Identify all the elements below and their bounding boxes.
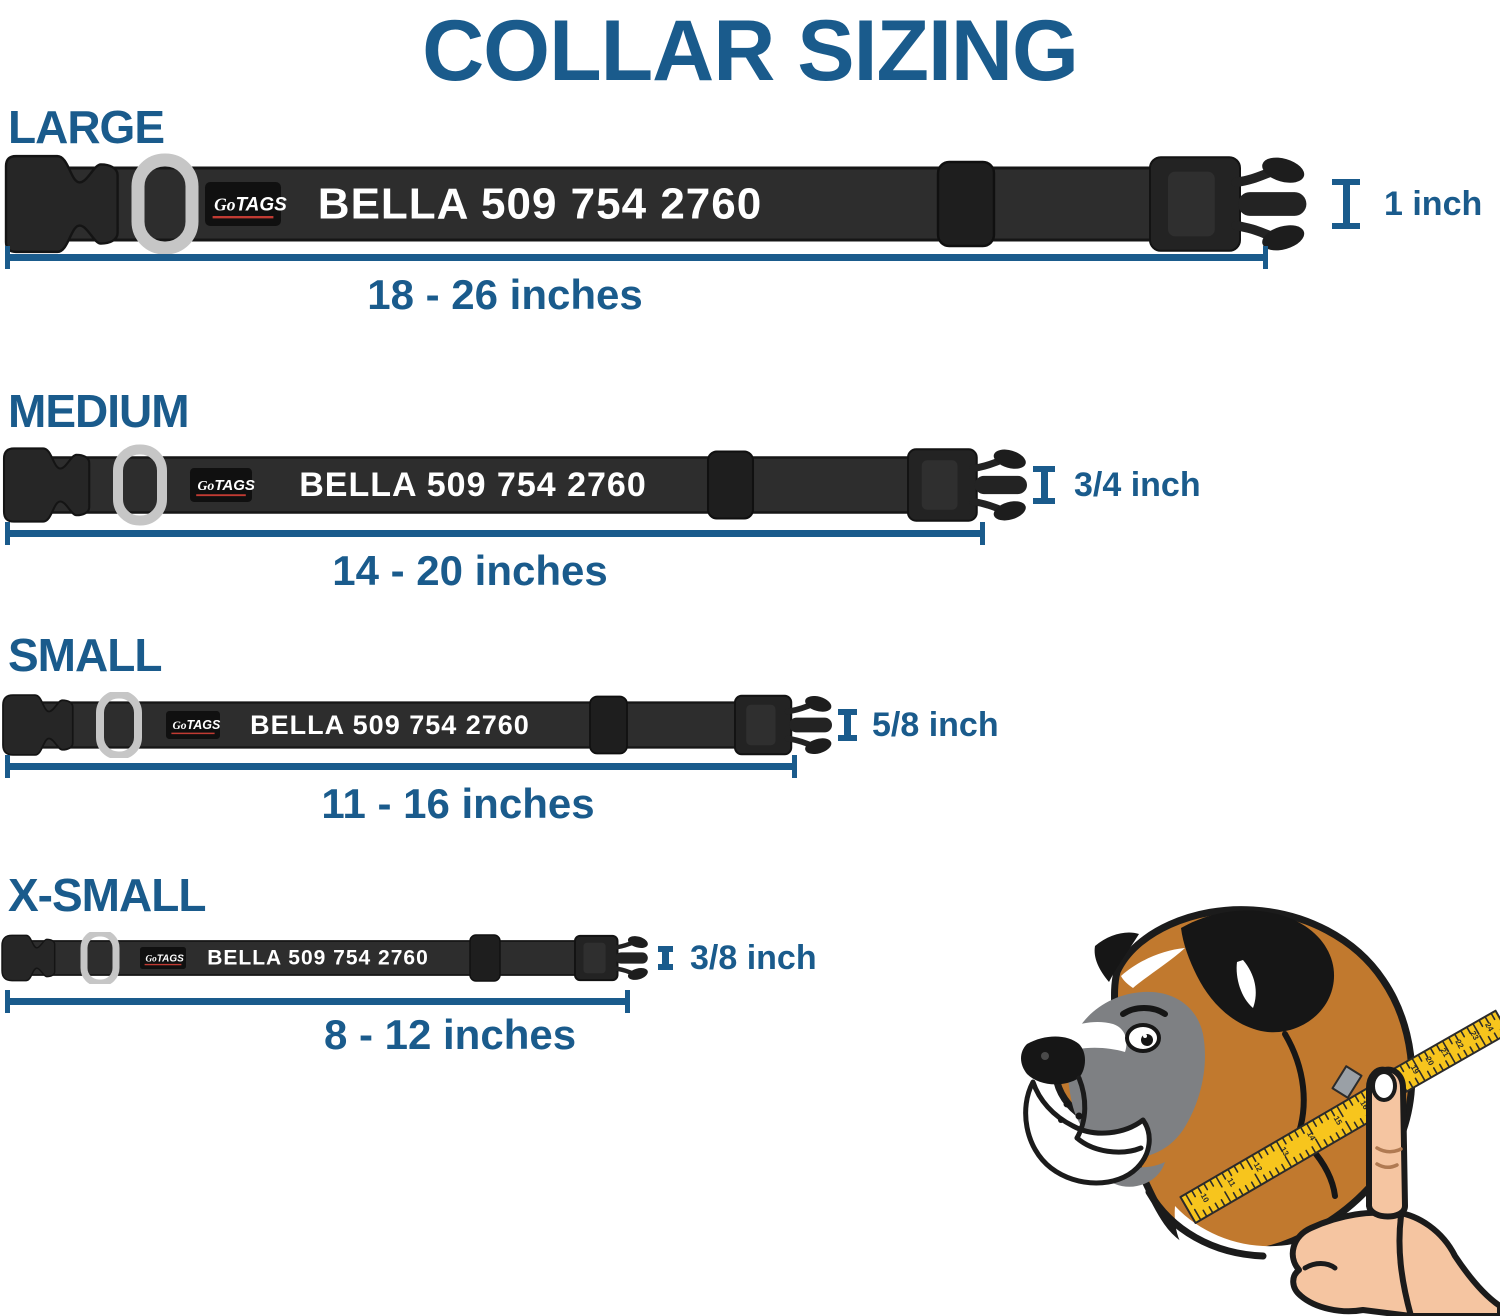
brand-patch — [205, 182, 281, 226]
brand-logo-text: GoTAGS — [146, 953, 185, 964]
dog-pupil — [1141, 1034, 1153, 1046]
d-ring — [96, 692, 142, 758]
dog-mouth-line — [1074, 1075, 1088, 1141]
buckle-female — [2, 694, 74, 756]
width-gauge-medium — [1033, 466, 1055, 504]
buckle-female — [1, 934, 56, 982]
width-label-xsmall: 3/8 inch — [690, 939, 817, 977]
dog-chest-outline — [1145, 1188, 1267, 1260]
dog-jowl — [1023, 1079, 1152, 1186]
dog-spot — [1058, 1117, 1064, 1123]
brand-tags: TAGS — [235, 194, 287, 215]
brand-tags: TAGS — [157, 953, 184, 964]
tape-metal-tip — [1331, 1065, 1363, 1099]
strap-slider — [706, 450, 755, 520]
d-ring — [131, 153, 199, 255]
strap-slider — [589, 695, 628, 755]
dog-nostril — [1041, 1052, 1049, 1060]
buckle-female — [2, 447, 91, 523]
length-line-large — [5, 246, 1268, 269]
finger-crease — [1375, 1146, 1403, 1154]
range-label-large: 18 - 26 inches — [367, 271, 643, 318]
width-gauge-small — [838, 709, 857, 741]
collar-graphic-small: GoTAGS BELLA 509 754 2760 — [2, 692, 832, 758]
buckle-male — [1149, 156, 1307, 252]
width-label-large: 1 inch — [1384, 185, 1483, 223]
collar-name-text: BELLA 509 754 2760 — [299, 466, 647, 504]
length-line-small — [5, 755, 797, 778]
width-gauge-large — [1332, 179, 1360, 229]
brand-logo-text: GoTAGS — [172, 718, 221, 732]
brand-logo-text: GoTAGS — [214, 194, 287, 215]
strap-slider — [469, 934, 501, 982]
brand-logo-text: GoTAGS — [197, 477, 254, 494]
finger-crease — [1375, 1162, 1399, 1169]
measuring-tape-upper: 18192021222324 — [1375, 1009, 1500, 1103]
buckle-male — [574, 934, 648, 982]
length-line-medium — [5, 522, 985, 545]
width-label-medium: 3/4 inch — [1074, 466, 1201, 504]
dog-spot — [1063, 1100, 1071, 1108]
dog-brow — [1120, 1005, 1168, 1017]
dog-left-ear — [1094, 932, 1139, 982]
length-line-xsmall — [5, 990, 630, 1013]
d-ring — [113, 444, 167, 526]
collar-graphic-medium: GoTAGS BELLA 509 754 2760 — [2, 444, 1027, 526]
range-label-small: 11 - 16 inches — [321, 780, 595, 827]
strap-slider — [936, 160, 996, 248]
hand-knuckle — [1302, 1261, 1338, 1271]
brand-patch — [140, 947, 186, 969]
buckle-female — [4, 154, 119, 254]
fingernail — [1371, 1070, 1397, 1102]
width-gauge-xsmall — [658, 946, 673, 970]
buckle-male — [907, 448, 1027, 522]
dog-nose — [1021, 1036, 1085, 1085]
brand-go: Go — [172, 720, 186, 732]
d-ring — [80, 932, 120, 984]
dog-eye-glint — [1143, 1034, 1147, 1038]
range-label-xsmall: 8 - 12 inches — [323, 1011, 577, 1058]
buckle-male — [734, 694, 832, 756]
dog-spot — [1075, 1112, 1083, 1120]
size-label-xsmall: X-SMALL — [8, 869, 206, 921]
size-label-large: LARGE — [8, 101, 165, 153]
brand-tags: TAGS — [187, 718, 221, 732]
brand-patch — [190, 468, 252, 502]
hand-index-finger — [1366, 1066, 1408, 1220]
brand-go: Go — [214, 194, 236, 214]
dog-lip-line — [1074, 1135, 1144, 1155]
collar-graphic-xsmall: GoTAGS BELLA 509 754 2760 — [1, 932, 648, 984]
brand-go: Go — [197, 478, 214, 493]
collar-graphic-large: GoTAGS BELLA 509 754 2760 — [4, 153, 1307, 255]
width-label-small: 5/8 inch — [872, 706, 999, 744]
brand-go: Go — [146, 953, 158, 963]
range-label-medium: 14 - 20 inches — [332, 547, 608, 594]
dog-right-ear — [1181, 910, 1335, 1033]
size-label-small: SMALL — [8, 629, 162, 681]
collar-name-text: BELLA 509 754 2760 — [207, 947, 429, 970]
brand-tags: TAGS — [214, 477, 255, 494]
collar-name-text: BELLA 509 754 2760 — [318, 180, 762, 229]
collar-name-text: BELLA 509 754 2760 — [250, 710, 530, 740]
dog-blaze — [1121, 948, 1185, 988]
dog-chest-patch — [1174, 1206, 1293, 1267]
dog-ear-inner — [1236, 960, 1256, 1008]
page-title: COLLAR SIZING — [422, 3, 1079, 99]
size-label-medium: MEDIUM — [8, 385, 190, 437]
brand-patch — [166, 711, 220, 739]
